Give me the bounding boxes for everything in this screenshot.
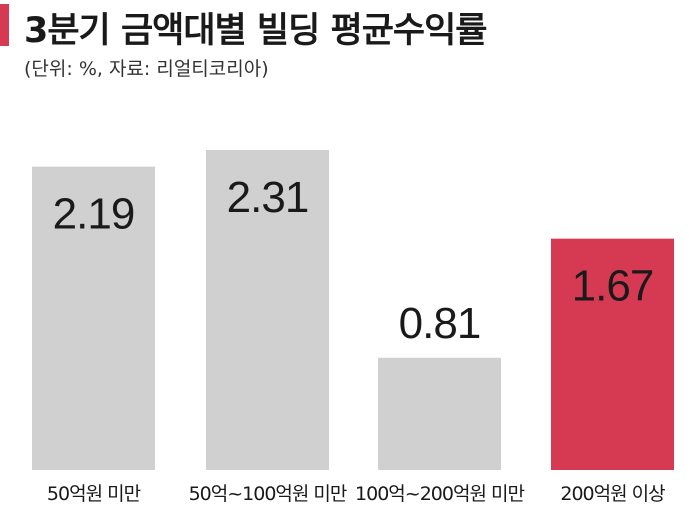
category-label-4: 200억원 이상 [560,483,665,505]
chart-subtitle: (단위: %, 자료: 리얼티코리아) [24,58,269,80]
value-label-group: 2.19 2.31 0.81 1.67 [53,173,655,348]
category-label-1: 50억원 미만 [47,483,141,505]
category-label-2: 50억~100억원 미만 [189,483,347,505]
value-label-1: 2.19 [53,190,135,239]
bar-3 [378,357,501,470]
category-label-group: 50억원 미만 50억~100억원 미만 100억~200억원 미만 200억원 이상 [47,483,666,505]
value-label-2: 2.31 [227,173,309,222]
category-label-3: 100억~200억원 미만 [355,483,524,505]
bar-group [32,150,674,470]
page-title: 3분기 금액대별 빌딩 평균수익률 [24,11,488,51]
bar-4 [551,238,674,470]
bar-2 [206,150,329,470]
bar-1 [32,166,155,470]
value-label-3: 0.81 [399,299,481,348]
value-label-4: 1.67 [572,262,654,311]
title-accent-bar [0,4,9,46]
